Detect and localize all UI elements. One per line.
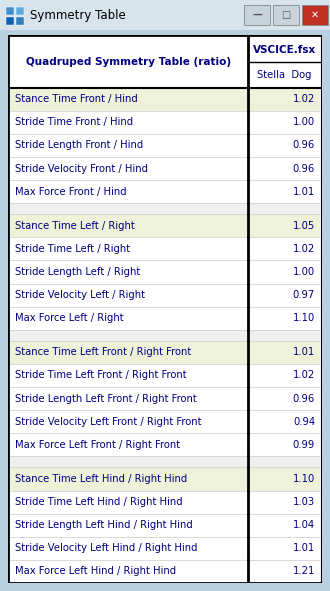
- Text: 1.02: 1.02: [293, 244, 315, 254]
- Text: 1.00: 1.00: [293, 267, 315, 277]
- Bar: [248, 157, 320, 180]
- Text: Quadruped Symmetry Table (ratio): Quadruped Symmetry Table (ratio): [25, 57, 231, 67]
- Bar: [248, 307, 320, 330]
- Bar: [248, 214, 320, 238]
- Text: 0.94: 0.94: [293, 417, 315, 427]
- FancyBboxPatch shape: [244, 5, 270, 25]
- Bar: [248, 387, 320, 410]
- Text: 0.96: 0.96: [293, 394, 315, 404]
- Bar: [10, 111, 248, 134]
- Text: 1.21: 1.21: [293, 566, 315, 576]
- Text: Max Force Left Front / Right Front: Max Force Left Front / Right Front: [15, 440, 180, 450]
- Bar: [10, 134, 248, 157]
- Text: 1.00: 1.00: [293, 117, 315, 127]
- FancyBboxPatch shape: [302, 5, 328, 25]
- Text: Max Force Left Hind / Right Hind: Max Force Left Hind / Right Hind: [15, 566, 176, 576]
- FancyBboxPatch shape: [273, 5, 299, 25]
- Text: Stride Time Left Front / Right Front: Stride Time Left Front / Right Front: [15, 371, 187, 381]
- Text: Stride Time Left / Right: Stride Time Left / Right: [15, 244, 130, 254]
- Bar: [10, 467, 248, 491]
- Bar: [10, 203, 320, 214]
- Bar: [10, 364, 248, 387]
- Text: 1.01: 1.01: [293, 187, 315, 197]
- Bar: [10, 537, 248, 560]
- Bar: [10, 238, 248, 261]
- Bar: [248, 238, 320, 261]
- Bar: [10, 284, 248, 307]
- Bar: [248, 111, 320, 134]
- Bar: [248, 180, 320, 203]
- Bar: [248, 284, 320, 307]
- Text: 0.97: 0.97: [293, 290, 315, 300]
- Text: VSCICE.fsx: VSCICE.fsx: [252, 45, 316, 54]
- Bar: [6, 17, 14, 25]
- Bar: [10, 37, 320, 87]
- Bar: [10, 456, 320, 467]
- Bar: [248, 410, 320, 433]
- Bar: [248, 341, 320, 364]
- Text: Symmetry Table: Symmetry Table: [30, 8, 126, 21]
- Bar: [248, 364, 320, 387]
- Bar: [10, 157, 248, 180]
- Bar: [10, 410, 248, 433]
- Text: 0.96: 0.96: [293, 164, 315, 174]
- Bar: [248, 433, 320, 456]
- Bar: [248, 514, 320, 537]
- Text: Stance Time Front / Hind: Stance Time Front / Hind: [15, 94, 138, 104]
- Bar: [248, 261, 320, 284]
- Bar: [248, 537, 320, 560]
- Text: Stance Time Left Front / Right Front: Stance Time Left Front / Right Front: [15, 348, 191, 358]
- Text: Stride Length Left / Right: Stride Length Left / Right: [15, 267, 140, 277]
- Text: 1.03: 1.03: [293, 497, 315, 507]
- Bar: [10, 330, 320, 341]
- Bar: [16, 7, 24, 15]
- Text: 1.01: 1.01: [293, 348, 315, 358]
- Bar: [10, 180, 248, 203]
- Text: 1.10: 1.10: [293, 474, 315, 484]
- Text: Max Force Front / Hind: Max Force Front / Hind: [15, 187, 127, 197]
- Bar: [10, 261, 248, 284]
- Bar: [10, 433, 248, 456]
- Bar: [248, 134, 320, 157]
- Bar: [248, 467, 320, 491]
- Text: Stride Velocity Left Hind / Right Hind: Stride Velocity Left Hind / Right Hind: [15, 543, 197, 553]
- Text: Stella  Dog: Stella Dog: [257, 70, 312, 80]
- Bar: [10, 214, 248, 238]
- Bar: [10, 307, 248, 330]
- Text: 0.96: 0.96: [293, 141, 315, 151]
- Text: 1.05: 1.05: [293, 221, 315, 231]
- Bar: [10, 514, 248, 537]
- Text: 0.99: 0.99: [293, 440, 315, 450]
- Bar: [248, 560, 320, 583]
- Text: Stride Time Left Hind / Right Hind: Stride Time Left Hind / Right Hind: [15, 497, 182, 507]
- Text: ✕: ✕: [311, 10, 319, 20]
- Bar: [248, 87, 320, 111]
- Text: 1.04: 1.04: [293, 520, 315, 530]
- Text: Stride Length Left Front / Right Front: Stride Length Left Front / Right Front: [15, 394, 197, 404]
- Text: Stride Length Front / Hind: Stride Length Front / Hind: [15, 141, 143, 151]
- Bar: [10, 560, 248, 583]
- Text: 1.01: 1.01: [293, 543, 315, 553]
- Bar: [10, 387, 248, 410]
- Text: Stride Velocity Front / Hind: Stride Velocity Front / Hind: [15, 164, 148, 174]
- Text: Stance Time Left Hind / Right Hind: Stance Time Left Hind / Right Hind: [15, 474, 187, 484]
- Text: —: —: [252, 10, 262, 20]
- Bar: [6, 7, 14, 15]
- Text: Stance Time Left / Right: Stance Time Left / Right: [15, 221, 135, 231]
- Text: Stride Length Left Hind / Right Hind: Stride Length Left Hind / Right Hind: [15, 520, 193, 530]
- Text: 1.02: 1.02: [293, 94, 315, 104]
- Bar: [10, 341, 248, 364]
- Text: 1.10: 1.10: [293, 313, 315, 323]
- Bar: [16, 17, 24, 25]
- Text: 1.02: 1.02: [293, 371, 315, 381]
- Text: Stride Velocity Left Front / Right Front: Stride Velocity Left Front / Right Front: [15, 417, 202, 427]
- Bar: [10, 87, 248, 111]
- Bar: [248, 491, 320, 514]
- Bar: [10, 491, 248, 514]
- Text: Max Force Left / Right: Max Force Left / Right: [15, 313, 124, 323]
- Text: □: □: [281, 10, 291, 20]
- Text: Stride Velocity Left / Right: Stride Velocity Left / Right: [15, 290, 145, 300]
- Text: Stride Time Front / Hind: Stride Time Front / Hind: [15, 117, 133, 127]
